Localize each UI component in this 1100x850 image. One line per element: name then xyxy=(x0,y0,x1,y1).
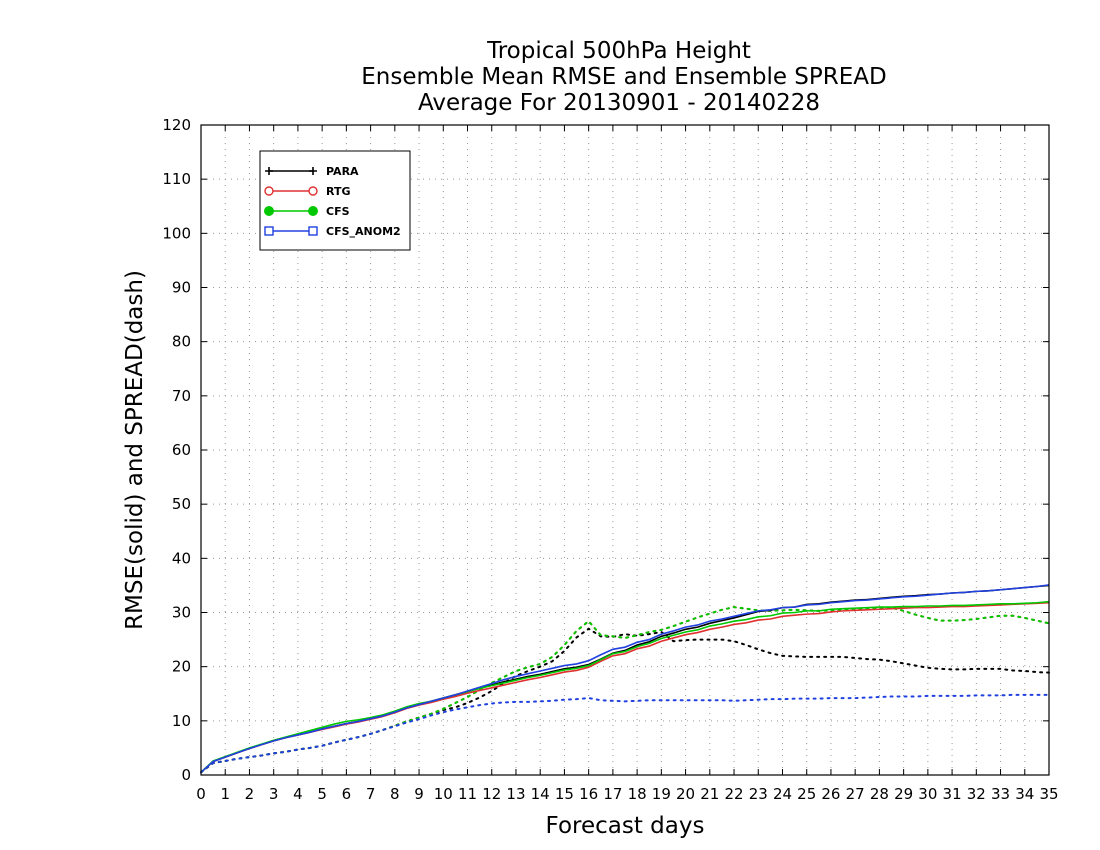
x-tick-label: 8 xyxy=(390,785,400,803)
x-tick-label: 18 xyxy=(628,785,647,803)
x-tick-label: 12 xyxy=(482,785,501,803)
rmse-line-cfs xyxy=(200,600,1050,773)
y-tick-label: 80 xyxy=(172,333,191,351)
x-tick-label: 17 xyxy=(603,785,622,803)
legend-label-cfs-anom2: CFS_ANOM2 xyxy=(326,225,401,238)
x-tick-label: 15 xyxy=(555,785,574,803)
spread-line-rtg xyxy=(200,606,1050,774)
y-tick-label: 20 xyxy=(172,658,191,676)
x-axis-label: Forecast days xyxy=(546,813,705,839)
rmse-line-para xyxy=(200,584,1050,773)
x-tick-label: 2 xyxy=(245,785,255,803)
spread-line-cfs-anom2 xyxy=(200,693,1050,774)
x-axis-ticks: 0 1 2 3 4 5 6 7 8 9 10 11 12 13 14 15 16 17 18 19 20 21 22 23 24… xyxy=(196,125,1059,803)
y-axis-ticks: 0 10 20 30 40 50 60 70 80 90 100 110 120 xyxy=(162,116,1049,784)
grid-lines xyxy=(201,125,1049,775)
y-tick-label: 90 xyxy=(172,279,191,297)
legend-marker-dot xyxy=(264,206,274,216)
x-tick-label: 4 xyxy=(293,785,303,803)
rmse-line-cfs-anom2 xyxy=(200,584,1050,773)
x-tick-label: 20 xyxy=(676,785,695,803)
x-tick-label: 21 xyxy=(700,785,719,803)
x-tick-label: 28 xyxy=(870,785,889,803)
x-tick-label: 35 xyxy=(1039,785,1058,803)
y-tick-label: 100 xyxy=(162,224,191,242)
x-tick-label: 27 xyxy=(846,785,865,803)
y-tick-label: 10 xyxy=(172,712,191,730)
y-tick-label: 70 xyxy=(172,387,191,405)
x-tick-label: 33 xyxy=(991,785,1010,803)
chart-title-line-3: Average For 20130901 - 20140228 xyxy=(418,90,820,116)
y-tick-label: 30 xyxy=(172,604,191,622)
x-tick-label: 14 xyxy=(531,785,550,803)
x-tick-label: 5 xyxy=(317,785,327,803)
legend-marker-circle xyxy=(308,186,318,196)
y-tick-label: 110 xyxy=(162,170,191,188)
x-tick-label: 16 xyxy=(579,785,598,803)
chart-title-line-1: Tropical 500hPa Height xyxy=(486,38,751,64)
legend-marker-square xyxy=(308,226,318,236)
chart-title-line-2: Ensemble Mean RMSE and Ensemble SPREAD xyxy=(361,64,886,90)
x-tick-label: 13 xyxy=(506,785,525,803)
y-tick-label: 40 xyxy=(172,549,191,567)
chart-title: Tropical 500hPa Height Ensemble Mean RMS… xyxy=(361,38,886,116)
x-tick-label: 19 xyxy=(652,785,671,803)
legend-marker-plus xyxy=(265,167,273,175)
x-tick-label: 25 xyxy=(797,785,816,803)
y-tick-label: 0 xyxy=(181,766,191,784)
legend-label-rtg: RTG xyxy=(326,185,351,198)
legend-marker-dot xyxy=(308,206,318,216)
x-tick-label: 29 xyxy=(894,785,913,803)
x-tick-label: 26 xyxy=(821,785,840,803)
x-tick-label: 11 xyxy=(458,785,477,803)
legend-box xyxy=(259,150,411,251)
y-tick-label: 50 xyxy=(172,495,191,513)
legend-marker-circle xyxy=(264,186,274,196)
x-tick-label: 10 xyxy=(434,785,453,803)
spread-line-cfs xyxy=(200,606,1050,774)
x-tick-label: 3 xyxy=(269,785,279,803)
rmse-line-rtg xyxy=(200,601,1050,773)
y-tick-label: 120 xyxy=(162,116,191,134)
legend: PARA RTG CFS CFS_ANOM2 xyxy=(259,150,411,251)
x-tick-label: 24 xyxy=(773,785,792,803)
x-tick-label: 22 xyxy=(724,785,743,803)
legend-label-cfs: CFS xyxy=(326,205,350,218)
legend-label-para: PARA xyxy=(326,165,359,178)
x-tick-label: 7 xyxy=(366,785,376,803)
legend-marker-square xyxy=(264,226,274,236)
x-tick-label: 6 xyxy=(342,785,352,803)
x-tick-label: 9 xyxy=(414,785,424,803)
x-tick-label: 32 xyxy=(967,785,986,803)
legend-marker-plus xyxy=(309,167,317,175)
x-tick-label: 34 xyxy=(1015,785,1034,803)
x-tick-label: 31 xyxy=(943,785,962,803)
x-tick-label: 23 xyxy=(749,785,768,803)
x-tick-label: 0 xyxy=(196,785,206,803)
x-tick-label: 1 xyxy=(220,785,230,803)
y-tick-label: 60 xyxy=(172,441,191,459)
y-axis-label: RMSE(solid) and SPREAD(dash) xyxy=(122,270,148,630)
spread-lines xyxy=(200,606,1050,774)
x-tick-label: 30 xyxy=(918,785,937,803)
rmse-lines xyxy=(200,584,1050,773)
